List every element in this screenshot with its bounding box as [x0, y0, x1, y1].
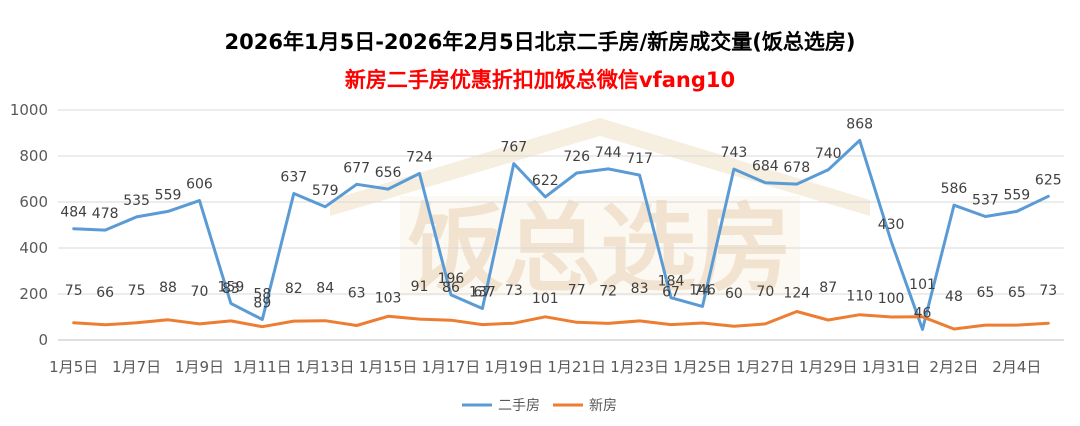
- data-label: 101: [909, 277, 936, 293]
- x-tick-label: 1月15日: [359, 358, 418, 376]
- data-label: 84: [316, 281, 334, 297]
- data-label: 744: [595, 145, 622, 161]
- data-label: 124: [783, 285, 810, 301]
- data-label: 70: [191, 284, 209, 300]
- data-label: 677: [343, 160, 370, 176]
- data-label: 101: [532, 291, 559, 307]
- x-tick-label: 1月17日: [422, 358, 481, 376]
- data-label: 622: [532, 173, 559, 189]
- legend-label: 新房: [589, 398, 617, 414]
- y-tick-label: 400: [19, 239, 48, 257]
- chart-subtitle: 新房二手房优惠折扣加饭总微信vfang10: [344, 68, 736, 92]
- x-tick-label: 1月13日: [296, 358, 355, 376]
- x-tick-label: 1月23日: [610, 358, 669, 376]
- x-tick-label: 1月5日: [49, 358, 98, 376]
- x-tick-label: 1月21日: [547, 358, 606, 376]
- chart-title: 2026年1月5日-2026年2月5日北京二手房/新房成交量(饭总选房): [224, 30, 856, 54]
- data-label: 103: [375, 290, 402, 306]
- data-label: 625: [1035, 172, 1062, 188]
- x-tick-label: 2月4日: [992, 358, 1041, 376]
- data-label: 726: [563, 149, 590, 165]
- data-label: 868: [846, 116, 873, 132]
- data-label: 559: [155, 187, 182, 203]
- data-label: 77: [568, 282, 586, 298]
- data-label: 559: [1003, 187, 1030, 203]
- data-label: 75: [65, 283, 83, 299]
- x-tick-label: 1月9日: [175, 358, 224, 376]
- data-label: 60: [725, 286, 743, 302]
- data-label: 74: [694, 283, 712, 299]
- data-label: 65: [1008, 285, 1026, 301]
- data-label: 63: [348, 286, 366, 302]
- data-label: 110: [846, 289, 873, 305]
- x-tick-label: 1月29日: [799, 358, 858, 376]
- data-label: 767: [500, 140, 527, 156]
- data-label: 137: [469, 284, 496, 300]
- y-tick-label: 0: [38, 331, 48, 349]
- data-label: 100: [878, 291, 905, 307]
- y-tick-label: 800: [19, 147, 48, 165]
- data-label: 196: [438, 271, 465, 287]
- data-label: 82: [285, 281, 303, 297]
- data-label: 58: [253, 287, 271, 303]
- data-label: 678: [783, 160, 810, 176]
- y-tick-label: 1000: [10, 101, 48, 119]
- data-label: 46: [914, 305, 932, 321]
- data-label: 146: [689, 282, 716, 298]
- data-label: 430: [878, 217, 905, 233]
- data-label: 740: [815, 146, 842, 162]
- data-label: 484: [60, 205, 87, 221]
- svg-text:饭总选房: 饭总选房: [408, 193, 792, 305]
- data-label: 83: [631, 281, 649, 297]
- y-tick-label: 200: [19, 285, 48, 303]
- data-label: 65: [976, 285, 994, 301]
- data-label: 606: [186, 177, 213, 193]
- data-label: 73: [1039, 283, 1057, 299]
- data-label: 586: [941, 181, 968, 197]
- data-label: 656: [375, 165, 402, 181]
- data-label: 86: [442, 280, 460, 296]
- x-tick-label: 1月7日: [112, 358, 161, 376]
- y-tick-label: 600: [19, 193, 48, 211]
- data-label: 684: [752, 159, 779, 175]
- watermark-logo: 饭总选房: [330, 118, 870, 305]
- data-label: 724: [406, 149, 433, 165]
- x-tick-label: 1月11日: [233, 358, 292, 376]
- data-label: 184: [658, 274, 685, 290]
- data-label: 717: [626, 151, 653, 167]
- data-label: 88: [159, 280, 177, 296]
- data-label: 478: [92, 206, 119, 222]
- data-label: 87: [819, 280, 837, 296]
- data-label: 66: [96, 285, 114, 301]
- data-label: 159: [218, 279, 245, 295]
- data-label: 637: [280, 169, 307, 185]
- data-label: 70: [756, 284, 774, 300]
- data-label: 535: [123, 193, 150, 209]
- data-label: 83: [222, 281, 240, 297]
- series-line-0: [72, 138, 1050, 331]
- legend-label: 二手房: [498, 398, 540, 414]
- data-label: 537: [972, 192, 999, 208]
- data-label: 743: [721, 145, 748, 161]
- data-label: 48: [945, 289, 963, 305]
- data-label: 89: [253, 296, 271, 312]
- data-label: 91: [411, 279, 429, 295]
- data-label: 73: [505, 283, 523, 299]
- data-label: 72: [599, 283, 617, 299]
- series-line-1: [72, 310, 1050, 331]
- data-label: 75: [128, 283, 146, 299]
- data-label: 67: [473, 285, 491, 301]
- x-tick-label: 1月19日: [485, 358, 544, 376]
- data-label: 579: [312, 183, 339, 199]
- data-label: 67: [662, 285, 680, 301]
- x-tick-label: 1月27日: [736, 358, 795, 376]
- x-tick-label: 1月31日: [862, 358, 921, 376]
- x-tick-label: 2月2日: [929, 358, 978, 376]
- x-tick-label: 1月25日: [673, 358, 732, 376]
